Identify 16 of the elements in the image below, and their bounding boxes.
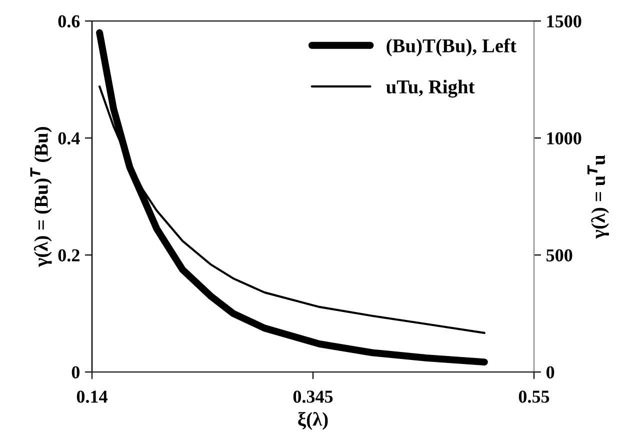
y2-axis-title: γ(λ) = u$^{T}$u — [587, 155, 609, 239]
x-tick-label: 0.14 — [76, 390, 108, 403]
legend-label: (Bu)T(Bu), Left — [386, 38, 516, 56]
x-axis-title: ξ(λ) — [298, 412, 328, 430]
y2-tick-label: 1500 — [547, 15, 582, 28]
y2-tick-label: 1000 — [547, 132, 582, 144]
y-tick-label: 0 — [72, 366, 80, 378]
x-tick-label: 0.345 — [293, 390, 333, 403]
y-axis-title: γ(λ) = (Bu)$^{T}$ (Bu) — [30, 127, 52, 267]
y2-tick-label: 500 — [546, 249, 572, 262]
legend-label: uTu, Right — [386, 80, 475, 98]
y-tick-label: 0.6 — [58, 15, 80, 28]
x-tick-label: 0.55 — [518, 390, 550, 403]
y-tick-label: 0.4 — [58, 132, 80, 145]
y-tick-label: 0.2 — [58, 249, 80, 262]
y2-tick-label: 0 — [546, 366, 554, 378]
